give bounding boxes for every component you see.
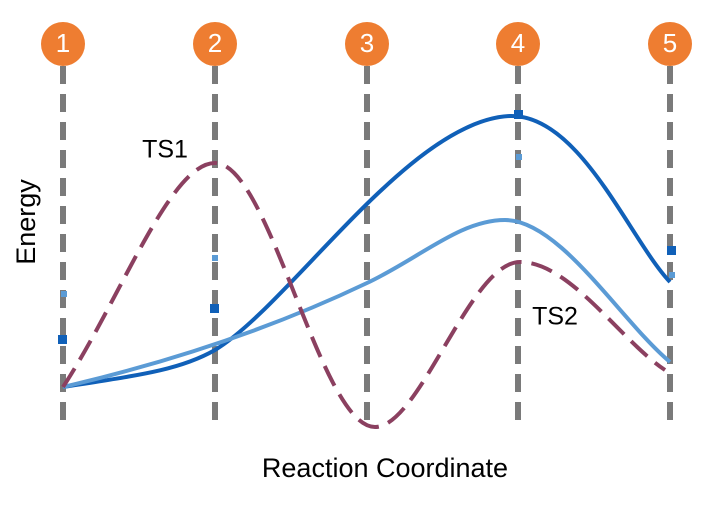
- stage-label: 2: [208, 28, 222, 58]
- stage-group: 1 2 3 4 5: [41, 22, 692, 425]
- stage-label: 4: [511, 28, 525, 58]
- annotation: TS2: [532, 303, 578, 331]
- dashed-purple-curve: [61, 160, 667, 430]
- stage-badge: [345, 22, 389, 66]
- marker: [514, 110, 523, 119]
- stage-badge: [193, 22, 237, 66]
- marker: [516, 154, 522, 160]
- marker: [210, 304, 219, 313]
- stage-label: 5: [663, 28, 677, 58]
- marker: [58, 335, 67, 344]
- annotation: TS1: [142, 136, 188, 164]
- marker: [61, 291, 67, 297]
- stage-badge: [496, 22, 540, 66]
- dark-blue-curve: [62, 113, 672, 389]
- stage-badge: [648, 22, 692, 66]
- stage-label: 1: [56, 28, 70, 58]
- x-axis-label: Reaction Coordinate: [262, 453, 508, 483]
- stage-label: 3: [360, 28, 374, 58]
- y-axis-label: Energy: [11, 179, 41, 265]
- marker: [667, 246, 676, 255]
- marker: [669, 272, 675, 278]
- stage-badge: [41, 22, 85, 66]
- point-markers: [58, 110, 676, 344]
- light-blue-curve: [62, 217, 672, 389]
- marker: [212, 255, 218, 261]
